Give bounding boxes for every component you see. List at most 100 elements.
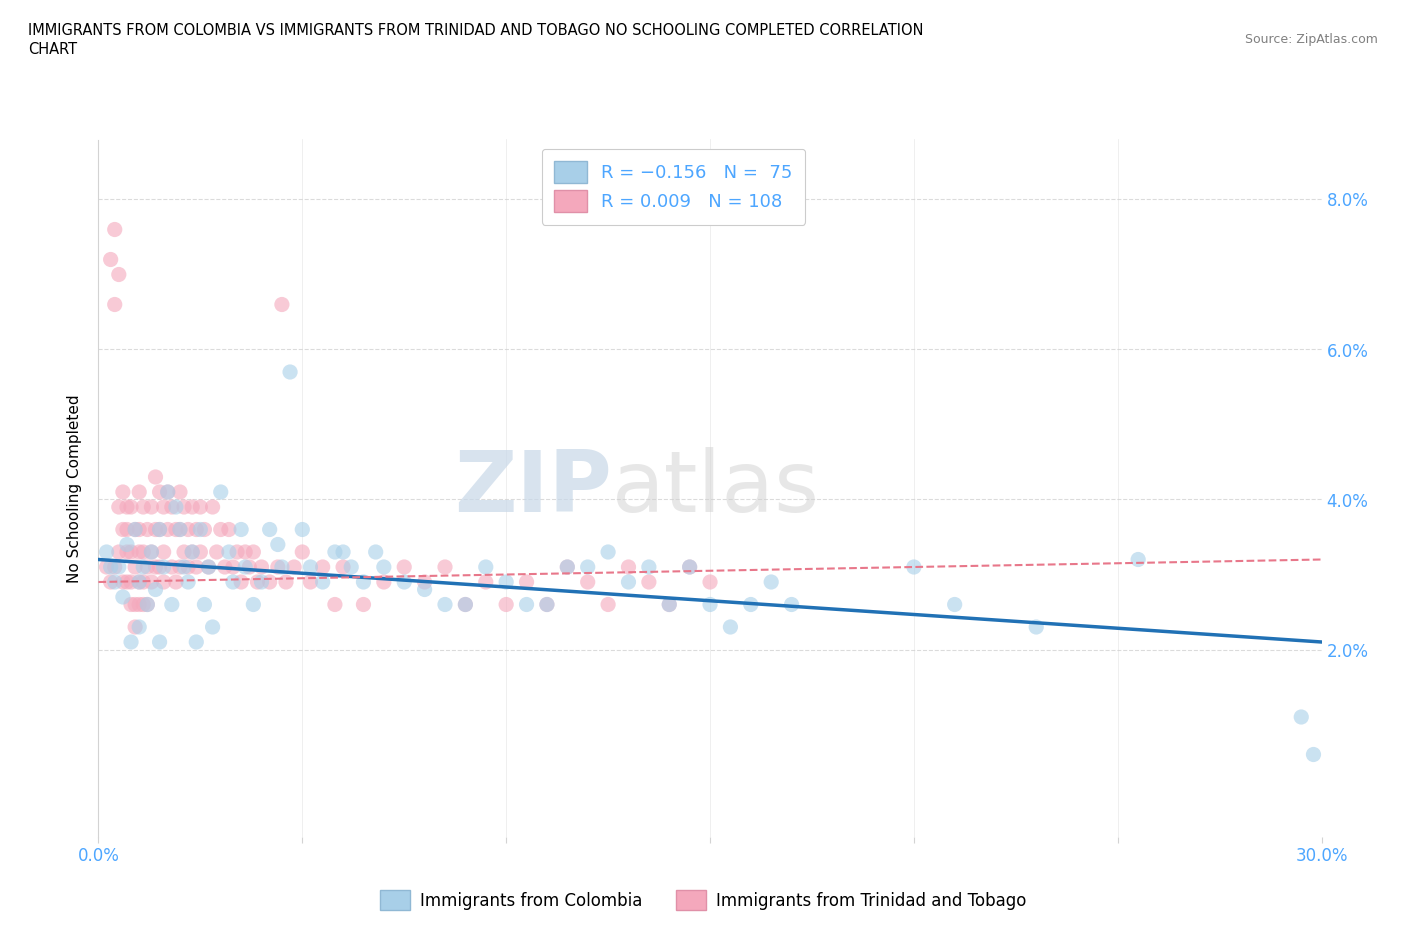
Point bbox=[152, 560, 174, 575]
Point bbox=[149, 634, 172, 649]
Text: Source: ZipAtlas.com: Source: ZipAtlas.com bbox=[1244, 33, 1378, 46]
Point bbox=[160, 597, 183, 612]
Point bbox=[96, 560, 118, 575]
Point bbox=[145, 522, 167, 537]
Point bbox=[576, 560, 599, 575]
Point bbox=[169, 560, 191, 575]
Point bbox=[132, 545, 155, 560]
Point bbox=[177, 522, 200, 537]
Point bbox=[903, 560, 925, 575]
Point bbox=[218, 522, 240, 537]
Point bbox=[246, 575, 269, 590]
Point bbox=[238, 560, 260, 575]
Point bbox=[108, 499, 131, 514]
Point bbox=[474, 575, 498, 590]
Point bbox=[699, 597, 721, 612]
Point bbox=[201, 499, 224, 514]
Point bbox=[104, 297, 127, 312]
Point bbox=[312, 575, 335, 590]
Point bbox=[291, 545, 314, 560]
Point bbox=[291, 522, 314, 537]
Point bbox=[165, 522, 187, 537]
Point bbox=[209, 522, 232, 537]
Point bbox=[181, 545, 204, 560]
Point bbox=[780, 597, 803, 612]
Point bbox=[516, 597, 538, 612]
Point bbox=[392, 575, 416, 590]
Point bbox=[197, 560, 219, 575]
Point bbox=[658, 597, 681, 612]
Point bbox=[152, 545, 174, 560]
Legend: R = −0.156   N =  75, R = 0.009   N = 108: R = −0.156 N = 75, R = 0.009 N = 108 bbox=[541, 149, 806, 225]
Text: IMMIGRANTS FROM COLOMBIA VS IMMIGRANTS FROM TRINIDAD AND TOBAGO NO SCHOOLING COM: IMMIGRANTS FROM COLOMBIA VS IMMIGRANTS F… bbox=[28, 23, 924, 38]
Point bbox=[100, 575, 122, 590]
Point bbox=[617, 575, 640, 590]
Point bbox=[188, 499, 212, 514]
Point bbox=[1025, 619, 1047, 634]
Point bbox=[598, 597, 620, 612]
Point bbox=[132, 575, 155, 590]
Point bbox=[222, 575, 245, 590]
Point bbox=[233, 560, 256, 575]
Point bbox=[299, 575, 322, 590]
Point bbox=[364, 545, 387, 560]
Point bbox=[156, 522, 179, 537]
Point bbox=[120, 634, 142, 649]
Point bbox=[242, 597, 264, 612]
Point bbox=[136, 597, 159, 612]
Point bbox=[222, 560, 245, 575]
Point bbox=[124, 560, 146, 575]
Point bbox=[173, 499, 195, 514]
Point bbox=[111, 485, 134, 499]
Point bbox=[267, 560, 290, 575]
Point bbox=[373, 575, 395, 590]
Point bbox=[454, 597, 477, 612]
Point bbox=[340, 560, 363, 575]
Point bbox=[536, 597, 558, 612]
Point bbox=[186, 560, 208, 575]
Point bbox=[201, 619, 224, 634]
Point bbox=[120, 499, 142, 514]
Point bbox=[165, 499, 187, 514]
Point bbox=[233, 545, 256, 560]
Point bbox=[136, 560, 159, 575]
Point bbox=[658, 597, 681, 612]
Point bbox=[352, 597, 374, 612]
Point bbox=[454, 597, 477, 612]
Point bbox=[104, 575, 127, 590]
Point bbox=[156, 485, 179, 499]
Point bbox=[128, 522, 150, 537]
Point bbox=[197, 560, 219, 575]
Point bbox=[111, 522, 134, 537]
Point bbox=[617, 560, 640, 575]
Legend: Immigrants from Colombia, Immigrants from Trinidad and Tobago: Immigrants from Colombia, Immigrants fro… bbox=[373, 884, 1033, 917]
Point bbox=[373, 560, 395, 575]
Point bbox=[943, 597, 966, 612]
Point bbox=[312, 560, 335, 575]
Point bbox=[132, 560, 155, 575]
Point bbox=[169, 485, 191, 499]
Point bbox=[173, 545, 195, 560]
Point bbox=[1302, 747, 1324, 762]
Point bbox=[181, 499, 204, 514]
Point bbox=[149, 522, 172, 537]
Point bbox=[115, 575, 138, 590]
Point bbox=[169, 522, 191, 537]
Point bbox=[242, 545, 264, 560]
Point bbox=[193, 597, 215, 612]
Point bbox=[108, 560, 131, 575]
Point bbox=[128, 545, 150, 560]
Point bbox=[149, 485, 172, 499]
Text: ZIP: ZIP bbox=[454, 446, 612, 530]
Point bbox=[100, 560, 122, 575]
Point bbox=[516, 575, 538, 590]
Point bbox=[267, 537, 290, 551]
Point bbox=[128, 485, 150, 499]
Point bbox=[274, 575, 297, 590]
Point bbox=[413, 582, 436, 597]
Point bbox=[186, 522, 208, 537]
Point bbox=[1291, 710, 1313, 724]
Point bbox=[108, 545, 131, 560]
Point bbox=[761, 575, 783, 590]
Point bbox=[181, 545, 204, 560]
